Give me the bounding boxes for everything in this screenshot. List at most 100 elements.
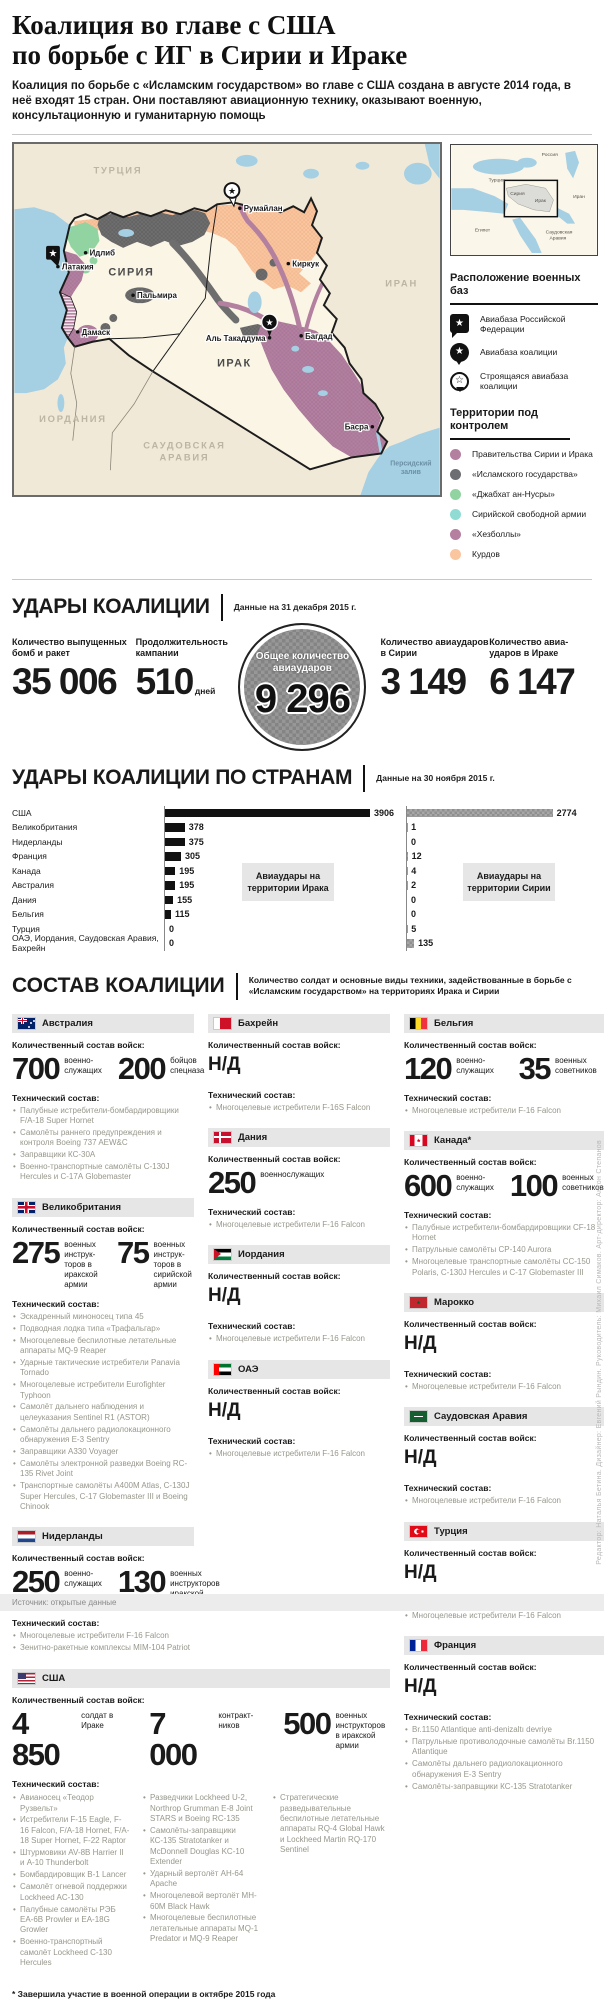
tech-item: Многоцелевые истребители F-16 Falcon — [404, 1382, 604, 1392]
tech-item: Транспортные самолёты A400M Atlas, C-130… — [12, 1481, 194, 1512]
syria-iraq-map: ★ ★ ★ Латакия Идлиб Пальмира Дамаск Рума… — [14, 144, 440, 495]
troops-label: Количественный состав войск: — [404, 1662, 604, 1672]
base-legend-label: Строящаяся авиабаза коалиции — [480, 371, 598, 391]
troops-label: Количественный состав войск: — [404, 1040, 604, 1050]
country-card-header: Турция — [404, 1522, 604, 1541]
title-line1: Коалиция во главе с США — [12, 10, 336, 40]
tech-item: Самолёты раннего предупреждения и контро… — [12, 1128, 194, 1149]
tech-label: Технический состав: — [404, 1483, 604, 1493]
tech-item: Самолёт дальнего наблюдения и целеуказан… — [12, 1402, 194, 1423]
iraq-bar-value: 3906 — [374, 808, 394, 818]
syria-bar-value: 5 — [411, 924, 416, 934]
tech-item: Многоцелевые истребители F-16 Falcon — [404, 1106, 604, 1116]
iraq-bar-value: 378 — [189, 822, 204, 832]
base-legend-label: Авиабаза Российской Федерации — [480, 314, 598, 334]
tech-list: Многоцелевые истребители F-16 Falcon — [208, 1449, 390, 1459]
tech-list: Br.1150 Atlantique anti-denizaltı devriy… — [404, 1725, 604, 1792]
city-damascus: Дамаск — [82, 328, 111, 337]
syria-bar-value: 0 — [411, 895, 416, 905]
troops-label: Количественный состав войск: — [208, 1386, 390, 1396]
troops-label: Количественный состав войск: — [404, 1548, 604, 1558]
troop-desc: военных инструк­торов в иракской армии — [64, 1237, 101, 1290]
label-turkey: ТУРЦИЯ — [94, 165, 143, 176]
svg-text:Россия: Россия — [542, 152, 558, 158]
chart-row: ОАЭ, Иордания, Саудовская Аравия, Бахрей… — [12, 936, 592, 951]
map-section: ★ ★ ★ Латакия Идлиб Пальмира Дамаск Рума… — [12, 142, 592, 568]
tech-list: Многоцелевые истребители F-16S Falcon — [208, 1103, 390, 1113]
country-name: Бахрейн — [238, 1018, 278, 1029]
territory-color-dot — [450, 509, 461, 520]
tech-item: Бомбардировщик B-1 Lancer — [12, 1870, 130, 1880]
troop-count: 75 — [117, 1237, 148, 1290]
flag-netherlands-icon — [18, 1531, 35, 1542]
svg-text:★: ★ — [266, 318, 274, 328]
flag-saudi-icon — [410, 1411, 427, 1422]
tech-label: Технический состав: — [12, 1779, 390, 1789]
tech-item: Br.1150 Atlantique anti-denizaltı devriy… — [404, 1725, 604, 1735]
territory-legend-label: Сирийской свободной армии — [472, 509, 586, 519]
syria-bar-cell: 1 — [406, 820, 601, 835]
iraq-bar — [165, 809, 370, 818]
svg-text:★: ★ — [228, 186, 236, 196]
label-gulf-1: Персидский — [390, 460, 431, 468]
troops-na: Н/Д — [208, 1285, 390, 1307]
iraq-bar-value: 115 — [175, 909, 190, 919]
tech-list: Многоцелевые истребители F-16 Falcon — [404, 1106, 604, 1116]
base-legend-item: ★Авиабаза коалиции — [450, 343, 598, 362]
tech-label: Технический состав: — [12, 1618, 194, 1628]
syria-bar-value: 2 — [411, 880, 416, 890]
syria-bar-value: 12 — [412, 851, 422, 861]
iraq-bar-cell: 305 — [164, 849, 406, 864]
title-line2: по борьбе с ИГ в Сирии и Ираке — [12, 40, 407, 70]
troop-count: 200 — [118, 1053, 165, 1084]
troops-label: Количественный состав войск: — [12, 1695, 390, 1705]
tech-item: Многоцелевые беспилотные летательные апп… — [12, 1336, 194, 1357]
label-iran: ИРАН — [385, 278, 418, 289]
coalition-title: СОСТАВ КОАЛИЦИИ — [12, 974, 225, 998]
iraq-bar-cell: 378 — [164, 820, 406, 835]
syria-bar — [407, 809, 553, 818]
city-basra: Басра — [345, 423, 369, 432]
troops-label: Количественный состав войск: — [404, 1319, 604, 1329]
iraq-bar — [165, 896, 173, 905]
tech-item: Многоцелевые истребители F-16 Falcon — [404, 1611, 604, 1621]
label-jordan: ИОРДАНИЯ — [39, 413, 107, 424]
chart-row-label: Франция — [12, 851, 164, 861]
tech-item: Патрульные противолодочные самолёты Br.1… — [404, 1737, 604, 1758]
troops-label: Количественный состав войск: — [404, 1433, 604, 1443]
chart-row-label: США — [12, 808, 164, 818]
iraq-bar — [165, 852, 181, 861]
syria-bar-cell: 0 — [406, 835, 601, 850]
troop-count: 7 000 — [149, 1708, 213, 1770]
tech-item: Палубные самолёты РЭБ EA-6B Prowler и EA… — [12, 1905, 130, 1936]
troop-count: 700 — [12, 1053, 59, 1084]
source-text: Источник: открытые данные — [12, 1598, 116, 1607]
city-palmyra: Пальмира — [137, 292, 177, 301]
tech-label: Технический состав: — [12, 1093, 194, 1103]
bases-legend-title: Расположение военных баз — [450, 272, 598, 304]
territories-legend-list: Правительства Сирии и Ирака«Исламского г… — [450, 449, 598, 560]
base-legend-label: Авиабаза коалиции — [480, 347, 557, 357]
territory-color-dot — [450, 489, 461, 500]
main-map: ★ ★ ★ Латакия Идлиб Пальмира Дамаск Рума… — [12, 142, 442, 497]
tech-label: Технический состав: — [208, 1321, 390, 1331]
country-name: Бельгия — [434, 1018, 473, 1029]
troops-label: Количественный состав войск: — [404, 1157, 604, 1167]
troops-na: Н/Д — [404, 1333, 604, 1355]
territory-color-dot — [450, 529, 461, 540]
troops-na: Н/Д — [208, 1400, 390, 1422]
chart-row-label: Турция — [12, 924, 164, 934]
syria-bar-value: 0 — [411, 837, 416, 847]
country-name: Великобритания — [42, 1202, 121, 1213]
